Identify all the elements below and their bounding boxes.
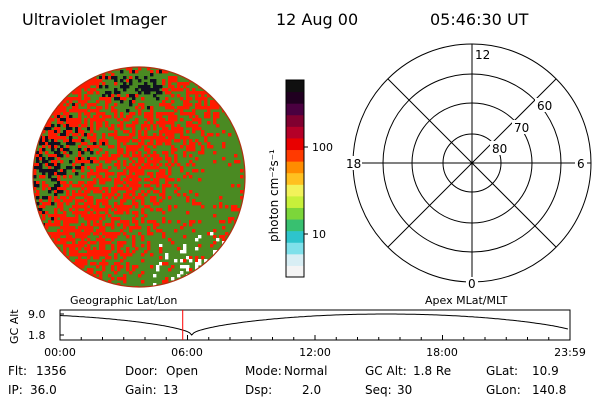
instrument-title: Ultraviolet Imager bbox=[22, 10, 167, 29]
info-mode-value: Normal bbox=[284, 364, 328, 378]
mlt-label-18: 18 bbox=[346, 157, 361, 171]
info-flt-key: Flt: bbox=[8, 364, 27, 378]
y-tick-1-8: 1.8 bbox=[28, 329, 46, 342]
info-gcalt-value: 1.8 Re bbox=[413, 364, 452, 378]
time-label: 05:46:30 UT bbox=[430, 10, 529, 29]
x-tick-4: 23:59 bbox=[554, 346, 586, 359]
timeline-left-title: Geographic Lat/Lon bbox=[70, 294, 178, 307]
info-dsp-key: Dsp: bbox=[245, 383, 273, 397]
info-gcalt-key: GC Alt: bbox=[365, 364, 407, 378]
y-axis-label: GC Alt bbox=[8, 309, 21, 344]
disc-rim bbox=[32, 66, 246, 288]
info-dsp-value: 2.0 bbox=[302, 383, 322, 397]
info-door-value: Open bbox=[166, 364, 199, 378]
info-gain-key: Gain: bbox=[125, 383, 157, 397]
info-ip-key: IP: bbox=[8, 383, 23, 397]
info-door-key: Door: bbox=[125, 364, 158, 378]
x-tick-0: 00:00 bbox=[44, 346, 76, 359]
info-glon-key: GLon: bbox=[486, 383, 521, 397]
info-glon-value: 140.8 bbox=[532, 383, 567, 397]
lat-label-80: 80 bbox=[492, 142, 507, 156]
info-flt-value: 1356 bbox=[36, 364, 67, 378]
lat-label-70: 70 bbox=[514, 121, 529, 135]
info-glat-value: 10.9 bbox=[532, 364, 559, 378]
x-tick-2: 12:00 bbox=[299, 346, 331, 359]
info-seq-value: 30 bbox=[397, 383, 413, 397]
info-mode-key: Mode: bbox=[245, 364, 282, 378]
mlt-label-0: 0 bbox=[468, 277, 476, 291]
info-seq-key: Seq: bbox=[365, 383, 392, 397]
y-tick-9: 9.0 bbox=[28, 308, 46, 321]
lat-label-60: 60 bbox=[537, 99, 552, 113]
info-gain-value: 13 bbox=[163, 383, 179, 397]
timeline-right-title: Apex MLat/MLT bbox=[425, 294, 508, 307]
date-label: 12 Aug 00 bbox=[276, 10, 359, 29]
mlt-label-12: 12 bbox=[475, 48, 490, 62]
colorbar-tick-100: 100 bbox=[312, 141, 333, 154]
x-tick-1: 06:00 bbox=[171, 346, 203, 359]
colorbar-unit-label: photon cm⁻²s⁻¹ bbox=[267, 149, 281, 242]
info-glat-key: GLat: bbox=[486, 364, 519, 378]
info-ip-value: 36.0 bbox=[30, 383, 57, 397]
mlt-label-6: 6 bbox=[577, 157, 585, 171]
x-tick-3: 18:00 bbox=[426, 346, 458, 359]
colorbar-tick-10: 10 bbox=[312, 228, 326, 241]
